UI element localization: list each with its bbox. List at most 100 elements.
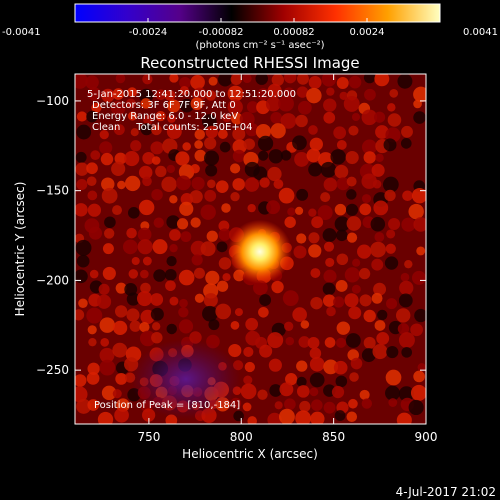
noise-bright-blob (345, 150, 359, 165)
noise-bright-blob (215, 303, 232, 320)
noise-bright-blob (385, 369, 402, 386)
noise-bright-blob (336, 321, 351, 335)
noise-bright-blob (86, 372, 100, 385)
noise-bright-blob (218, 257, 232, 270)
noise-bright-blob (178, 307, 189, 318)
noise-bright-blob (190, 163, 200, 174)
noise-bright-blob (85, 75, 99, 90)
noise-bright-blob (193, 267, 205, 279)
noise-dark-blob (126, 292, 140, 306)
noise-dark-blob (75, 269, 88, 284)
noise-bright-blob (295, 410, 311, 424)
noise-bright-blob (348, 398, 358, 409)
noise-bright-blob (122, 239, 138, 255)
noise-bright-blob (110, 100, 126, 116)
noise-bright-blob (86, 176, 97, 187)
noise-bright-blob (190, 97, 204, 111)
noise-bright-blob (142, 256, 152, 266)
noise-bright-blob (331, 385, 345, 399)
noise-bright-blob (151, 188, 163, 201)
noise-dark-blob (219, 141, 231, 153)
noise-bright-blob (271, 74, 284, 87)
noise-bright-blob (335, 280, 348, 292)
noise-bright-blob (363, 151, 376, 164)
noise-bright-blob (413, 217, 426, 232)
noise-bright-blob (139, 330, 156, 347)
noise-bright-blob (230, 192, 240, 202)
noise-dark-blob (345, 203, 359, 216)
noise-bright-blob (165, 280, 176, 292)
noise-bright-blob (138, 199, 155, 216)
noise-bright-blob (101, 385, 117, 401)
noise-bright-blob (346, 232, 358, 243)
noise-dark-blob (140, 123, 153, 136)
noise-bright-blob (309, 387, 319, 397)
noise-dark-blob (370, 216, 386, 232)
noise-dark-blob (269, 384, 282, 397)
noise-bright-blob (124, 151, 140, 167)
noise-bright-blob (194, 293, 205, 303)
noise-bright-blob (278, 408, 295, 424)
noise-bright-blob (153, 217, 164, 228)
noise-bright-blob (408, 203, 424, 220)
noise-bright-blob (103, 228, 115, 239)
noise-bright-blob (200, 241, 216, 257)
noise-bright-blob (292, 307, 307, 322)
noise-bright-blob (194, 140, 203, 149)
noise-bright-blob (336, 139, 347, 150)
noise-bright-blob (205, 125, 219, 139)
noise-bright-blob (309, 137, 323, 151)
noise-bright-blob (396, 412, 412, 424)
noise-bright-blob (138, 165, 153, 180)
noise-bright-blob (87, 190, 98, 201)
noise-bright-blob (155, 89, 167, 101)
noise-bright-blob (204, 137, 217, 150)
annotation-time: 5-Jan-2015 12:41:20.000 to 12:51:20.000 (87, 89, 296, 100)
noise-bright-blob (75, 162, 89, 176)
noise-bright-blob (374, 111, 386, 123)
noise-bright-blob (372, 343, 388, 360)
noise-bright-blob (228, 343, 242, 358)
noise-bright-blob (207, 179, 216, 189)
noise-bright-blob (113, 124, 125, 136)
noise-dark-blob (280, 150, 292, 161)
noise-bright-blob (88, 338, 97, 347)
noise-bright-blob (232, 127, 246, 141)
noise-dark-blob (334, 410, 346, 421)
noise-bright-blob (297, 100, 312, 115)
noise-dark-blob (127, 207, 140, 219)
noise-bright-blob (416, 246, 426, 256)
noise-bright-blob (267, 83, 282, 98)
noise-bright-blob (230, 321, 240, 330)
noise-bright-blob (410, 323, 423, 337)
noise-bright-blob (114, 152, 127, 165)
noise-bright-blob (194, 129, 206, 140)
noise-bright-blob (259, 344, 273, 358)
noise-bright-blob (352, 258, 361, 267)
noise-bright-blob (75, 74, 88, 89)
noise-bright-blob (179, 201, 194, 216)
noise-bright-blob (388, 217, 401, 231)
noise-bright-blob (205, 90, 217, 101)
noise-bright-blob (131, 256, 140, 266)
x-tick-label: 900 (415, 430, 438, 444)
noise-bright-blob (333, 296, 345, 308)
noise-dark-blob (202, 114, 217, 129)
noise-bright-blob (300, 320, 310, 329)
noise-bright-blob (257, 88, 270, 101)
noise-bright-blob (346, 216, 362, 231)
noise-dark-blob (400, 138, 412, 149)
noise-bright-blob (203, 293, 218, 308)
noise-bright-blob (115, 282, 127, 294)
noise-bright-blob (350, 357, 363, 370)
noise-bright-blob (417, 363, 426, 372)
noise-bright-blob (258, 306, 269, 318)
noise-bright-blob (325, 257, 335, 267)
noise-bright-blob (182, 142, 191, 151)
noise-bright-blob (398, 332, 415, 349)
noise-bright-blob (309, 347, 322, 360)
noise-bright-blob (351, 284, 361, 294)
noise-bright-blob (102, 243, 114, 255)
noise-bright-blob (245, 317, 259, 331)
noise-bright-blob (359, 203, 372, 216)
